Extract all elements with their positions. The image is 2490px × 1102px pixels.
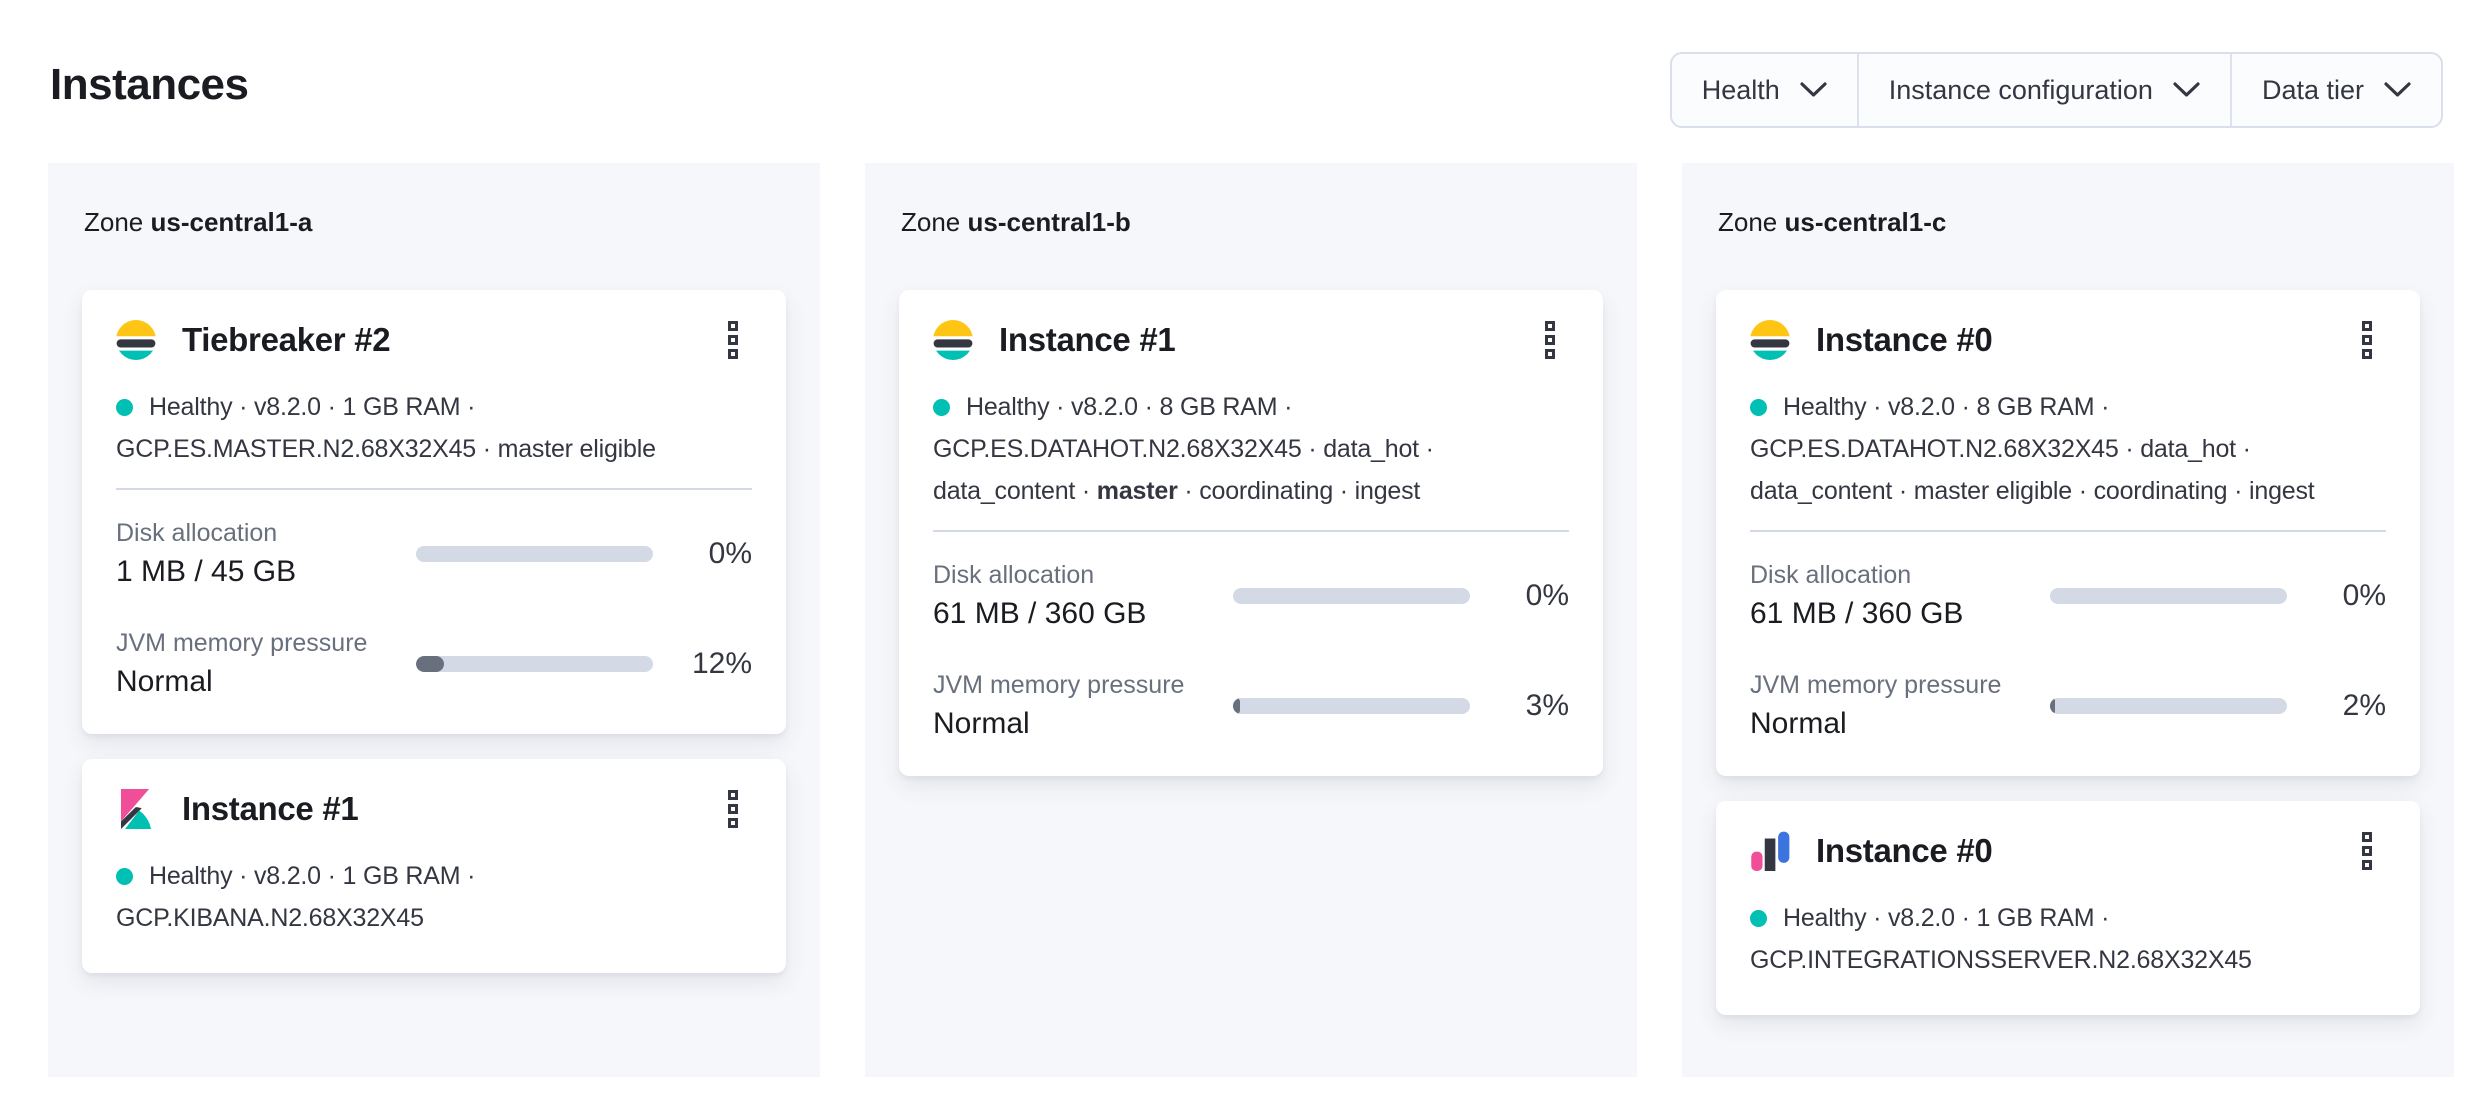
metric-label: JVM memory pressure — [116, 629, 368, 657]
metric-value: Normal — [116, 665, 213, 698]
kebab-menu-icon[interactable] — [728, 790, 738, 828]
instance-title: Instance #0 — [1816, 832, 1993, 869]
metric-percent: 0% — [2342, 579, 2386, 612]
progress-bar — [2050, 698, 2287, 714]
kebab-menu-icon[interactable] — [2362, 321, 2372, 359]
metric-percent: 0% — [708, 537, 752, 570]
instance-meta: Healthy · v8.2.0 · 1 GB RAM · GCP.KIBANA… — [116, 862, 476, 932]
metric-label: JVM memory pressure — [933, 671, 1185, 699]
metric-label: Disk allocation — [1750, 561, 1912, 589]
divider — [933, 530, 1569, 532]
zone-name: us-central1-b — [967, 207, 1131, 237]
instance-title: Instance #1 — [182, 790, 359, 827]
filter-button-instance-configuration[interactable]: Instance configuration — [1856, 54, 2230, 126]
health-dot-icon — [1750, 910, 1767, 927]
elasticsearch-logo-icon — [933, 320, 973, 360]
elasticsearch-logo-icon — [1750, 320, 1790, 360]
metric-label: Disk allocation — [116, 519, 278, 547]
disk-allocation-row: Disk allocation 61 MB / 360 GB 0% — [933, 560, 1569, 632]
metric-percent: 2% — [2342, 689, 2386, 722]
instance-title: Tiebreaker #2 — [182, 321, 391, 358]
disk-allocation-row: Disk allocation 61 MB / 360 GB 0% — [1750, 560, 2386, 632]
zone-title: Zone us-central1-c — [1718, 207, 1947, 237]
zones-row: Zone us-central1-a Tiebreaker #2 Healthy… — [48, 163, 2454, 1077]
instance-meta: Healthy · v8.2.0 · 1 GB RAM · GCP.ES.MAS… — [116, 393, 656, 463]
progress-bar-fill — [2050, 698, 2055, 714]
kebab-menu-icon[interactable] — [2362, 832, 2372, 870]
kibana-logo-icon — [121, 789, 151, 829]
metric-percent: 12% — [691, 647, 752, 680]
instance-card-tiebreaker-2: Tiebreaker #2 Healthy · v8.2.0 · 1 GB RA… — [82, 290, 786, 734]
zone-panel-us-central1-c: Zone us-central1-c Instance #0 Healthy ·… — [1682, 163, 2454, 1077]
zone-name: us-central1-c — [1784, 207, 1947, 237]
zone-title: Zone us-central1-a — [84, 207, 313, 237]
instance-card-kibana-1: Instance #1 Healthy · v8.2.0 · 1 GB RAM … — [82, 759, 786, 973]
zone-panel-us-central1-a: Zone us-central1-a Tiebreaker #2 Healthy… — [48, 163, 820, 1077]
instance-card-es-0: Instance #0 Healthy · v8.2.0 · 8 GB RAM … — [1716, 290, 2420, 776]
instance-title: Instance #0 — [1816, 321, 1993, 358]
progress-bar — [1233, 588, 1470, 604]
metric-value: 61 MB / 360 GB — [1750, 597, 1964, 630]
progress-bar — [2050, 588, 2287, 604]
progress-bar — [416, 546, 653, 562]
progress-bar-fill — [416, 656, 445, 672]
divider — [1750, 530, 2386, 532]
divider — [116, 488, 752, 490]
filter-label: Instance configuration — [1888, 74, 2153, 105]
progress-bar — [416, 656, 653, 672]
metric-value: Normal — [933, 707, 1030, 740]
jvm-memory-pressure-row: JVM memory pressure Normal 12% — [116, 628, 752, 700]
chevron-down-icon — [2173, 82, 2200, 97]
disk-allocation-row: Disk allocation 1 MB / 45 GB 0% — [116, 518, 752, 590]
progress-bar-fill — [1233, 698, 1241, 714]
integrations-server-logo-icon — [1751, 831, 1790, 871]
elasticsearch-logo-icon — [116, 320, 156, 360]
instance-meta: Healthy · v8.2.0 · 8 GB RAM · GCP.ES.DAT… — [1750, 393, 2315, 505]
filter-label: Data tier — [2261, 74, 2364, 105]
instance-card-integrations-0: Instance #0 Healthy · v8.2.0 · 1 GB RAM … — [1716, 801, 2420, 1015]
health-dot-icon — [933, 399, 950, 416]
metric-percent: 3% — [1525, 689, 1569, 722]
jvm-memory-pressure-row: JVM memory pressure Normal 3% — [933, 670, 1569, 742]
chevron-down-icon — [1800, 82, 1827, 97]
health-dot-icon — [116, 399, 133, 416]
instance-meta: Healthy · v8.2.0 · 8 GB RAM · GCP.ES.DAT… — [933, 393, 1434, 505]
zone-panel-us-central1-b: Zone us-central1-b Instance #1 Healthy ·… — [865, 163, 1637, 1077]
metric-value: 61 MB / 360 GB — [933, 597, 1147, 630]
jvm-memory-pressure-row: JVM memory pressure Normal 2% — [1750, 670, 2386, 742]
chevron-down-icon — [2384, 82, 2411, 97]
filter-button-health[interactable]: Health — [1672, 54, 1857, 126]
metric-label: Disk allocation — [933, 561, 1095, 589]
health-dot-icon — [116, 868, 133, 885]
zone-title: Zone us-central1-b — [901, 207, 1131, 237]
kebab-menu-icon[interactable] — [728, 321, 738, 359]
instance-title: Instance #1 — [999, 321, 1176, 358]
instance-card-es-1: Instance #1 Healthy · v8.2.0 · 8 GB RAM … — [899, 290, 1603, 776]
progress-bar — [1233, 698, 1470, 714]
metric-label: JVM memory pressure — [1750, 671, 2002, 699]
page-title: Instances — [50, 60, 249, 109]
metric-percent: 0% — [1525, 579, 1569, 612]
zone-name: us-central1-a — [150, 207, 313, 237]
filter-button-data-tier[interactable]: Data tier — [2229, 54, 2441, 126]
metric-value: Normal — [1750, 707, 1847, 740]
kebab-menu-icon[interactable] — [1545, 321, 1555, 359]
metric-value: 1 MB / 45 GB — [116, 555, 297, 588]
filter-label: Health — [1701, 74, 1780, 105]
instance-meta: Healthy · v8.2.0 · 1 GB RAM · GCP.INTEGR… — [1750, 904, 2252, 974]
filter-group: Health Instance configuration Data tier — [1669, 52, 2443, 128]
health-dot-icon — [1750, 399, 1767, 416]
